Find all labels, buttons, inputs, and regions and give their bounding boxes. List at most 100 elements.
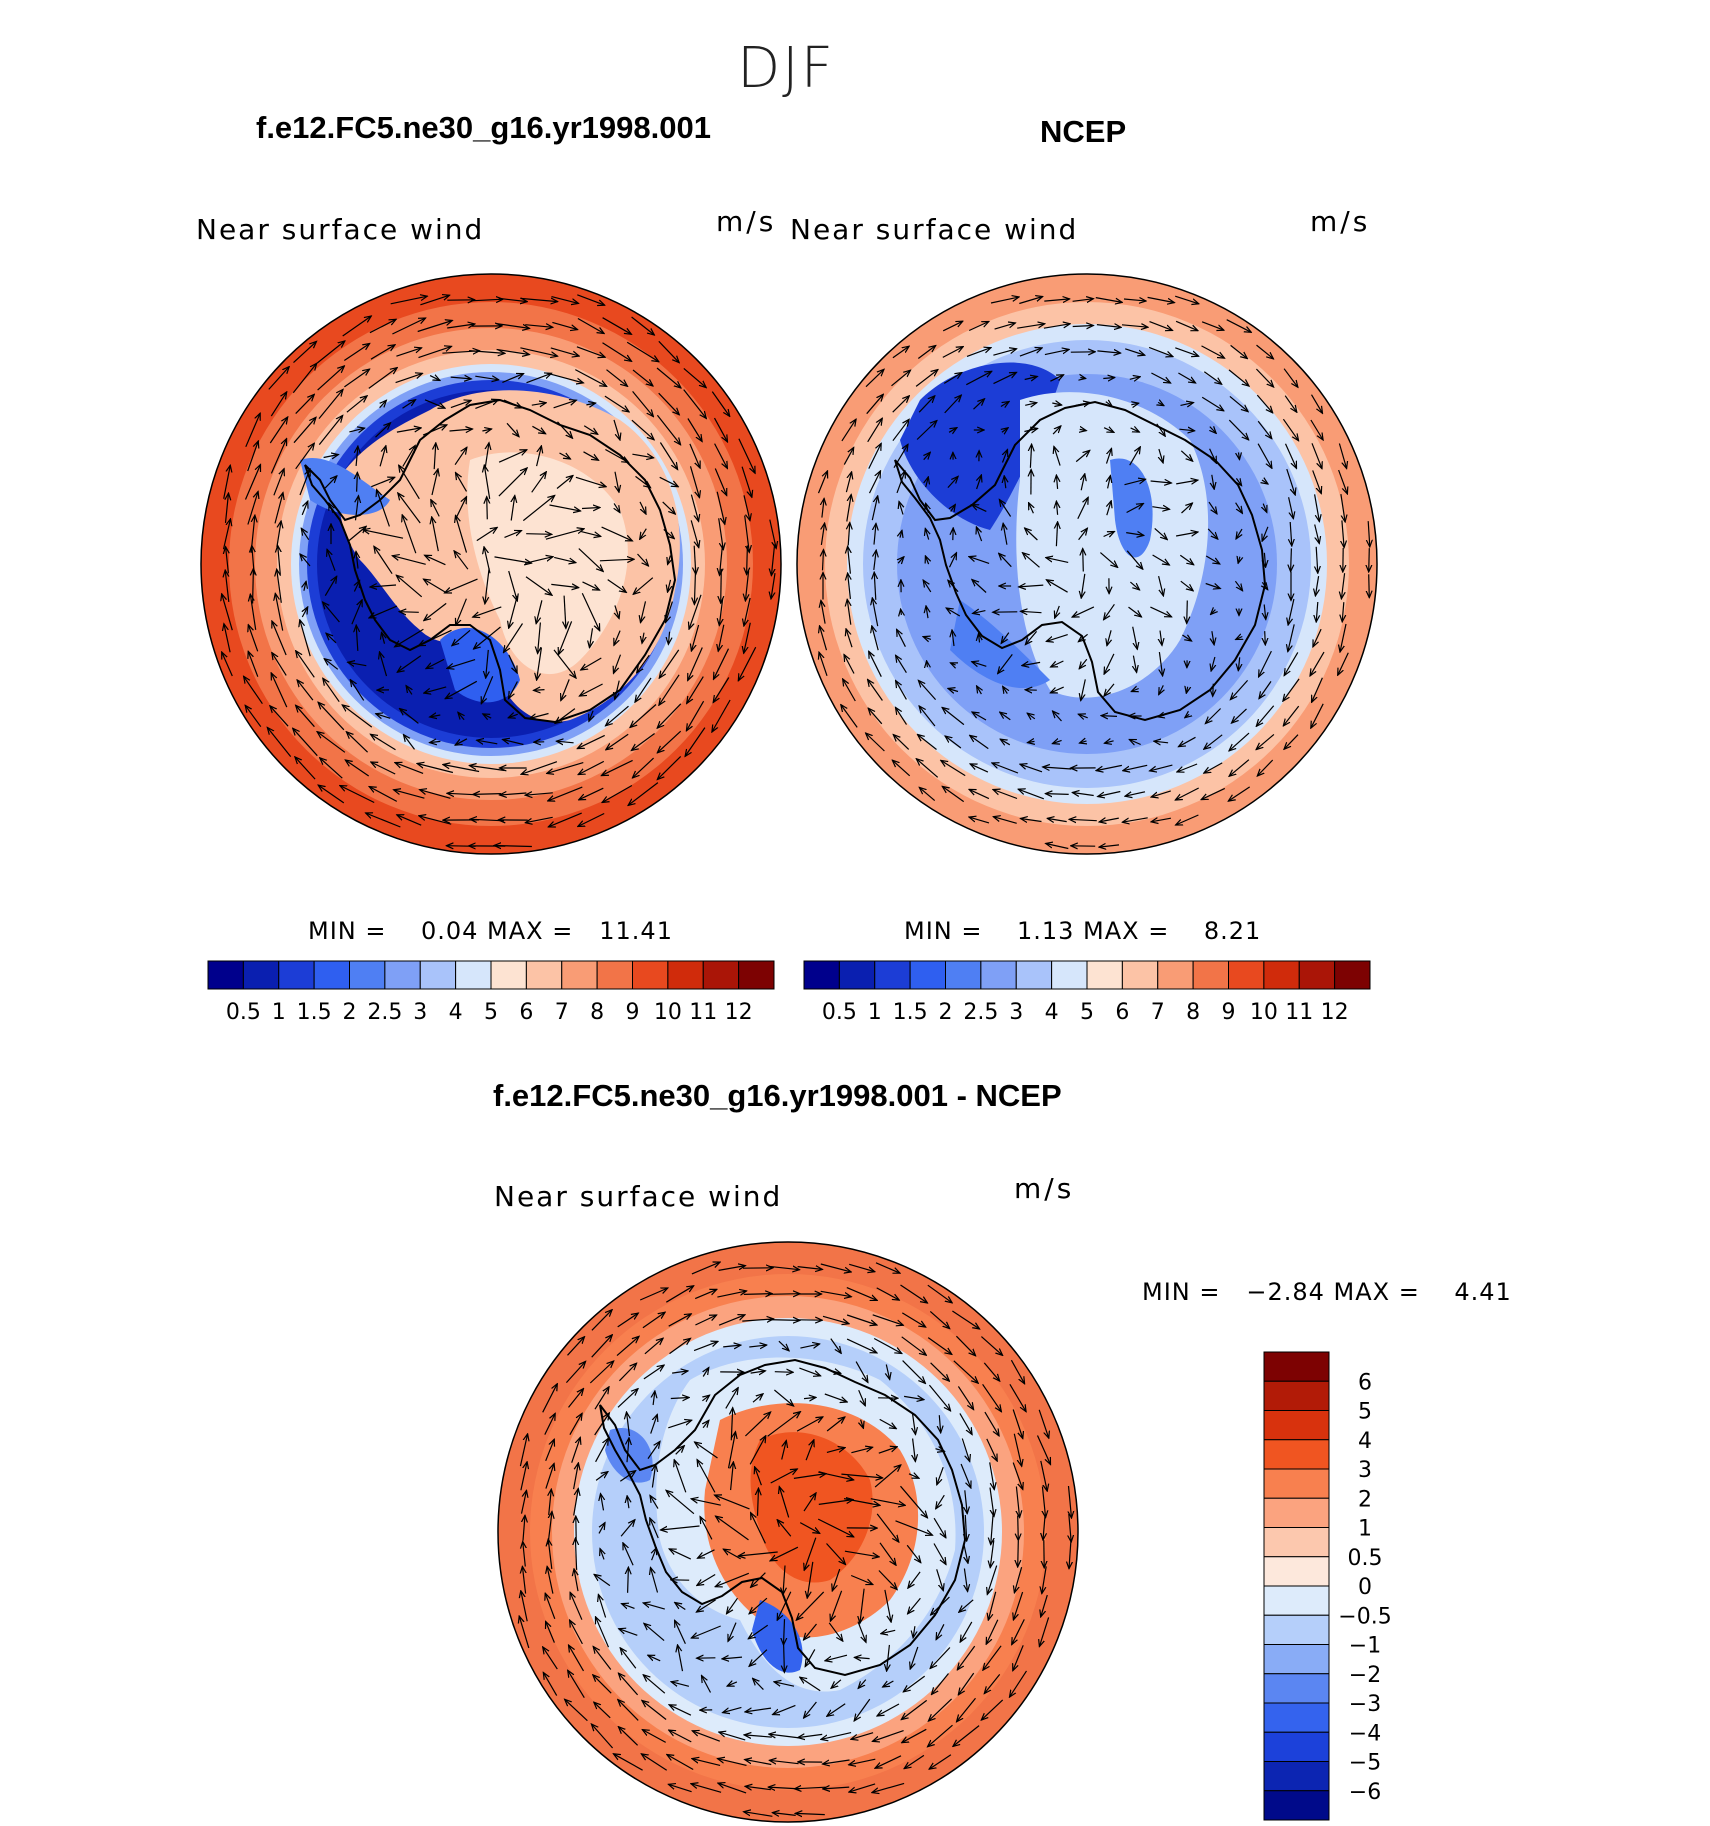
wind-vector-arrow: [452, 629, 471, 645]
wind-vector-arrow: [1104, 653, 1115, 674]
wind-vector-arrow: [1212, 631, 1214, 645]
wind-vector-arrow: [727, 1682, 738, 1686]
wind-vector-arrow: [1180, 580, 1193, 591]
wind-vector-arrow: [823, 550, 824, 571]
wind-vector-arrow: [667, 1755, 694, 1771]
wind-vector-arrow: [1009, 1383, 1026, 1411]
wind-vector-arrow: [1159, 448, 1163, 463]
wind-vector-arrow: [1158, 575, 1164, 596]
wind-vector-arrow: [568, 1670, 585, 1699]
panel2-colorbar-box: [1015, 960, 1053, 990]
panel2-colorbar-tick-label: 8: [1186, 1000, 1200, 1025]
wind-vector-arrow: [933, 1517, 946, 1538]
wind-vector-arrow: [272, 653, 287, 676]
wind-vector-arrow: [771, 544, 774, 575]
wind-vector-arrow: [536, 446, 542, 467]
wind-vector-arrow: [632, 757, 655, 778]
panel2-variable-label: Near surface wind: [790, 213, 1079, 246]
wind-vector-arrow: [601, 526, 633, 541]
wind-vector-arrow: [662, 501, 676, 514]
wind-vector-arrow: [399, 612, 419, 613]
wind-vector-arrow: [270, 439, 286, 474]
wind-vector-arrow: [429, 376, 440, 381]
wind-vector-arrow: [445, 578, 478, 593]
panel3-units: m/s: [1014, 1172, 1075, 1205]
wind-vector-arrow: [686, 700, 705, 731]
wind-vector-arrow: [582, 581, 600, 590]
panel1-min-max: MIN = 0.04 MAX = 11.41: [308, 917, 673, 945]
wind-vector-arrow: [496, 348, 530, 355]
wind-vector-arrow: [977, 475, 982, 490]
wind-vector-arrow: [1256, 344, 1274, 359]
wind-vector-arrow: [943, 373, 962, 384]
wind-vector-arrow: [669, 1705, 692, 1716]
wind-vector-arrow: [1023, 553, 1040, 568]
wind-vector-arrow: [396, 575, 423, 598]
panel2-units: m/s: [1310, 205, 1371, 238]
wind-vector-arrow: [522, 495, 554, 522]
wind-vector-arrow: [1229, 732, 1250, 751]
wind-vector-arrow: [696, 1599, 716, 1612]
wind-vector-arrow: [721, 568, 722, 603]
wind-vector-arrow: [843, 1498, 880, 1506]
wind-vector-arrow: [1043, 767, 1072, 769]
wind-vector-arrow: [700, 1517, 713, 1540]
wind-vector-arrow: [1314, 524, 1320, 544]
wind-vector-arrow: [901, 1336, 927, 1355]
wind-vector-arrow: [919, 706, 936, 727]
wind-vector-arrow: [554, 556, 576, 562]
wind-vector-arrow: [553, 649, 576, 678]
wind-vector-arrow: [577, 317, 604, 334]
wind-vector-arrow: [860, 1588, 865, 1624]
wind-vector-arrow: [772, 1813, 796, 1816]
wind-vector-arrow: [1012, 1619, 1025, 1644]
wind-vector-arrow: [456, 598, 467, 626]
wind-vector-arrow: [430, 715, 441, 717]
wind-vector-arrow: [945, 736, 962, 749]
wind-vector-arrow: [447, 793, 476, 794]
wind-vector-arrow: [964, 1568, 967, 1592]
wind-vector-arrow: [1236, 637, 1243, 640]
wind-vector-arrow: [821, 600, 826, 624]
wind-vector-arrow: [933, 1543, 946, 1565]
wind-vector-arrow: [1311, 443, 1322, 468]
wind-vector-arrow: [666, 1490, 695, 1515]
wind-vector-arrow: [876, 1287, 900, 1300]
wind-vector-arrow: [1101, 716, 1118, 717]
wind-vector-arrow: [1338, 469, 1348, 494]
wind-vector-arrow: [637, 654, 650, 673]
wind-vector-arrow: [525, 793, 553, 795]
wind-vector-arrow: [424, 579, 447, 594]
wind-vector-arrow: [1040, 1460, 1047, 1491]
wind-vector-arrow: [918, 680, 937, 701]
wind-vector-arrow: [720, 544, 723, 576]
wind-vector-arrow: [366, 813, 401, 828]
wind-vector-arrow: [627, 1496, 629, 1509]
panel1-title: f.e12.FC5.ne30_g16.yr1998.001: [256, 110, 711, 145]
wind-vector-arrow: [578, 760, 605, 774]
wind-vector-arrow: [918, 396, 935, 413]
wind-vector-arrow: [1025, 403, 1037, 406]
wind-vector-arrow: [1131, 403, 1138, 405]
wind-vector-arrow: [1019, 585, 1044, 587]
wind-vector-arrow: [1211, 656, 1215, 671]
wind-vector-arrow: [606, 705, 629, 726]
wind-vector-arrow: [424, 602, 447, 620]
wind-vector-arrow: [1342, 520, 1344, 547]
panel3-map-border: [497, 1241, 1079, 1823]
wind-vector-arrow: [918, 735, 937, 750]
wind-vector-arrow: [318, 415, 342, 445]
wind-vector-arrow: [318, 785, 345, 804]
wind-vector-arrow: [904, 1396, 924, 1399]
wind-vector-arrow: [866, 394, 884, 415]
wind-vector-arrow: [273, 469, 284, 496]
wind-vector-arrow: [777, 1520, 792, 1537]
wind-vector-arrow: [613, 1754, 643, 1771]
wind-vector-arrow: [586, 403, 595, 405]
wind-vector-arrow: [637, 553, 649, 566]
wind-vector-arrow: [846, 495, 851, 522]
wind-vector-arrow: [542, 1384, 558, 1413]
wind-vector-arrow: [881, 1630, 896, 1633]
wind-vector-arrow: [581, 531, 601, 537]
panel1-map: [201, 274, 781, 854]
